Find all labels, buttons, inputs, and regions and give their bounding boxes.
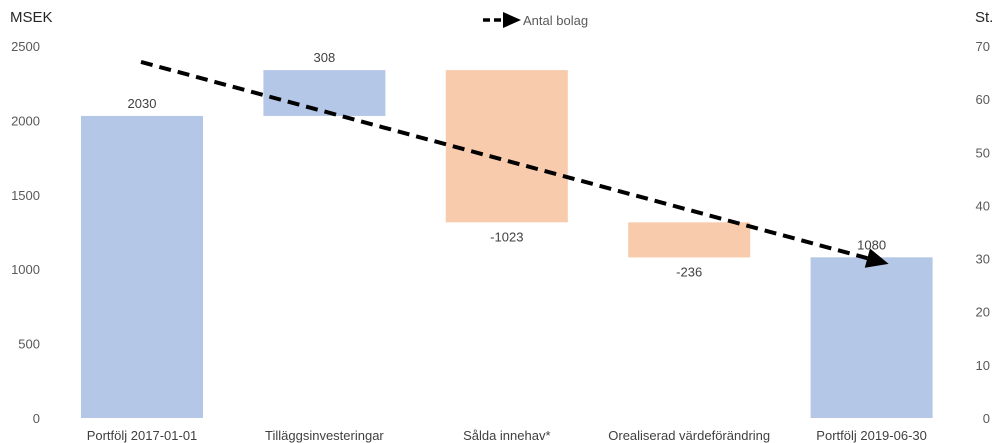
right-tick-label: 20 (976, 305, 990, 320)
legend: Antal bolag (483, 12, 588, 28)
data-label: 308 (314, 50, 336, 65)
right-tick-label: 0 (983, 411, 990, 426)
category-label: Tilläggsinvesteringar (265, 428, 384, 443)
right-tick-label: 10 (976, 358, 990, 373)
left-tick-label: 500 (18, 337, 40, 352)
category-label: Portfölj 2017-01-01 (87, 428, 198, 443)
right-tick-label: 50 (976, 145, 990, 160)
data-labels: 2030 308 -1023 -236 1080 (128, 50, 887, 279)
antal-bolag-line (140, 60, 889, 268)
bar-3 (445, 70, 568, 223)
trend-arrow-head (864, 248, 889, 268)
bar-2 (263, 70, 386, 116)
right-tick-label: 40 (976, 198, 990, 213)
right-axis: 0 10 20 30 40 50 60 70 (976, 39, 990, 426)
right-tick-label: 70 (976, 39, 990, 54)
bar-5 (810, 257, 933, 418)
data-label: 2030 (128, 96, 157, 111)
data-label: 1080 (857, 237, 886, 252)
right-axis-label: St. (975, 9, 993, 26)
category-label: Portfölj 2019-06-30 (816, 428, 927, 443)
legend-entry-antal-bolag: Antal bolag (523, 13, 588, 28)
trend-line (140, 60, 868, 261)
left-tick-label: 0 (33, 411, 40, 426)
left-axis-label: MSEK (10, 9, 53, 26)
bar-1 (81, 115, 203, 418)
bars (81, 70, 933, 418)
data-label: -236 (676, 264, 702, 279)
left-tick-label: 2500 (11, 39, 40, 54)
category-label: Sålda innehav* (463, 428, 550, 443)
left-tick-label: 1000 (11, 262, 40, 277)
category-axis: Portfölj 2017-01-01 Tilläggsinvesteringar… (87, 428, 927, 443)
left-tick-label: 2000 (11, 113, 40, 128)
left-tick-label: 1500 (11, 188, 40, 203)
legend-arrow-head (503, 12, 521, 28)
right-tick-label: 30 (976, 252, 990, 267)
category-label: Orealiserad värdeförändring (608, 428, 770, 443)
left-axis: 0 500 1000 1500 2000 2500 (11, 39, 40, 426)
bar-4 (628, 222, 751, 258)
right-tick-label: 60 (976, 92, 990, 107)
data-label: -1023 (490, 229, 523, 244)
